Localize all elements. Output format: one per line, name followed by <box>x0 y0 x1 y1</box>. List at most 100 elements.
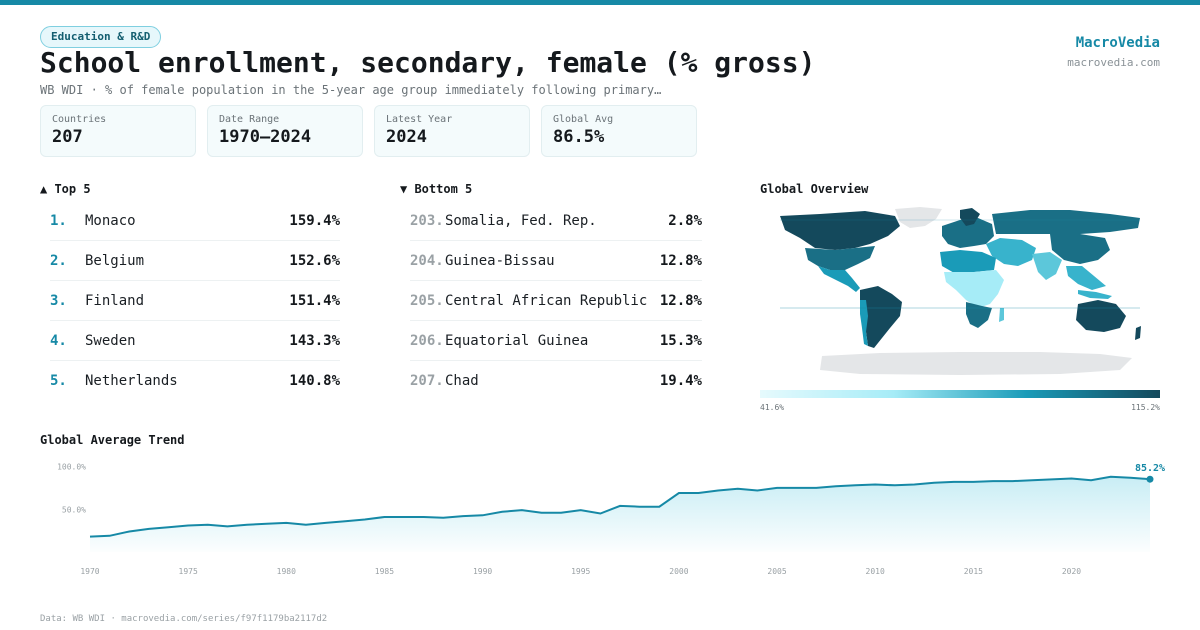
map-region-russia[interactable] <box>992 210 1140 234</box>
brand-logo[interactable]: MacroVedia <box>1075 35 1160 51</box>
country-name: Monaco <box>85 212 136 229</box>
map-region-antarctica[interactable] <box>820 352 1132 375</box>
stat-label: Latest Year <box>386 114 453 125</box>
stat-card-latest-year: Latest Year 2024 <box>374 105 530 157</box>
map-region-se-asia[interactable] <box>1066 266 1106 290</box>
rank-value: 19.4% <box>659 373 702 389</box>
map-legend-gradient <box>760 390 1160 398</box>
stat-value: 2024 <box>386 127 427 147</box>
trend-chart: 1970 1975 1980 1985 1990 1995 2000 2005 2010 2015… <box>40 452 1180 582</box>
x-tick-label: 1985 <box>375 567 394 576</box>
map-region-usa[interactable] <box>805 246 875 270</box>
map-region-middle-east[interactable] <box>986 238 1036 266</box>
map-region-greenland[interactable] <box>895 207 942 228</box>
map-region-subsaharan-africa[interactable] <box>944 270 1004 308</box>
world-map-svg <box>780 207 1141 375</box>
map-region-south-america[interactable] <box>860 286 902 348</box>
rank-number: 203. <box>410 212 444 229</box>
country-name: Sweden <box>85 332 136 349</box>
list-item[interactable]: 4. Sweden 143.3% <box>50 321 340 361</box>
map-legend-max: 115.2% <box>1131 403 1160 412</box>
list-item[interactable]: 205. Central African Republic 12.8% <box>410 281 702 321</box>
stat-label: Countries <box>52 114 107 125</box>
list-item[interactable]: 1. Monaco 159.4% <box>50 201 340 241</box>
stat-value: 207 <box>52 127 83 147</box>
rank-number: 1. <box>50 212 67 229</box>
list-item[interactable]: 204. Guinea-Bissau 12.8% <box>410 241 702 281</box>
list-item[interactable]: 206. Equatorial Guinea 15.3% <box>410 321 702 361</box>
brand-url[interactable]: macrovedia.com <box>1067 56 1160 69</box>
country-name: Guinea-Bissau <box>445 252 555 269</box>
list-item[interactable]: 203. Somalia, Fed. Rep. 2.8% <box>410 201 702 241</box>
trend-endpoint[interactable] <box>1146 475 1154 483</box>
list-item[interactable]: 5. Netherlands 140.8% <box>50 361 340 401</box>
rank-number: 3. <box>50 292 67 309</box>
rank-value: 140.8% <box>289 373 340 389</box>
country-name: Belgium <box>85 252 145 269</box>
stat-value: 1970–2024 <box>219 127 312 147</box>
stat-label: Global Avg <box>553 114 614 125</box>
map-region-australia[interactable] <box>1076 300 1126 332</box>
list-item[interactable]: 2. Belgium 152.6% <box>50 241 340 281</box>
stat-card-global-avg: Global Avg 86.5% <box>541 105 697 157</box>
map-region-europe[interactable] <box>942 218 994 248</box>
country-name: Equatorial Guinea <box>445 332 589 349</box>
trend-end-label: 85.2% <box>1135 463 1165 474</box>
country-name: Somalia, Fed. Rep. <box>445 212 597 229</box>
map-region-east-asia[interactable] <box>1050 234 1110 264</box>
top-accent-bar <box>0 0 1200 5</box>
rank-value: 152.6% <box>289 252 340 269</box>
map-region-andes[interactable] <box>860 300 868 346</box>
x-tick-label: 1980 <box>277 567 296 576</box>
x-tick-label: 1995 <box>571 567 590 576</box>
x-tick-label: 2005 <box>767 567 786 576</box>
map-region-north-africa[interactable] <box>940 250 996 274</box>
list-item[interactable]: 207. Chad 19.4% <box>410 361 702 401</box>
map-region-new-zealand[interactable] <box>1135 326 1141 340</box>
trend-line <box>89 475 1151 538</box>
map-region-south-asia[interactable] <box>1032 252 1062 280</box>
map-region-scandinavia[interactable] <box>960 208 980 226</box>
y-tick-label: 50.0% <box>62 505 86 514</box>
rank-value: 151.4% <box>289 292 340 309</box>
stat-value: 86.5% <box>553 127 605 147</box>
map-title: Global Overview <box>760 182 869 196</box>
world-map[interactable] <box>760 204 1160 386</box>
rank-value: 159.4% <box>289 212 340 229</box>
rank-number: 205. <box>410 292 444 309</box>
country-name: Finland <box>85 292 145 309</box>
map-region-canada[interactable] <box>780 211 900 250</box>
country-name: Chad <box>445 373 479 389</box>
category-badge[interactable]: Education & R&D <box>40 26 162 48</box>
top5-list: 1. Monaco 159.4% 2. Belgium 152.6% 3. Fi… <box>50 201 340 401</box>
rank-number: 5. <box>50 373 67 389</box>
bottom5-list: 203. Somalia, Fed. Rep. 2.8% 204. Guinea… <box>410 201 702 401</box>
country-name: Netherlands <box>85 373 178 389</box>
country-name: Central African Republic <box>445 292 648 309</box>
y-tick-label: 100.0% <box>57 463 86 472</box>
map-region-indonesia[interactable] <box>1078 290 1112 299</box>
list-item[interactable]: 3. Finland 151.4% <box>50 281 340 321</box>
rank-number: 4. <box>50 332 67 349</box>
rank-number: 204. <box>410 252 444 269</box>
footer-source[interactable]: Data: WB WDI · macrovedia.com/series/f97… <box>40 614 328 624</box>
x-tick-label: 1990 <box>473 567 492 576</box>
map-region-southern-africa[interactable] <box>966 302 992 328</box>
map-region-madagascar[interactable] <box>999 308 1004 322</box>
map-region-mexico[interactable] <box>818 266 860 292</box>
x-tick-label: 2000 <box>669 567 688 576</box>
rank-value: 12.8% <box>659 252 702 269</box>
rank-number: 2. <box>50 252 67 269</box>
stat-label: Date Range <box>219 114 280 125</box>
bottom5-title: ▼ Bottom 5 <box>400 182 473 196</box>
rank-value: 12.8% <box>659 292 702 309</box>
rank-value: 15.3% <box>659 332 702 349</box>
x-tick-label: 1975 <box>179 567 198 576</box>
trend-title: Global Average Trend <box>40 433 185 447</box>
x-tick-label: 1970 <box>80 567 99 576</box>
x-tick-label: 2010 <box>866 567 885 576</box>
x-tick-label: 2015 <box>964 567 983 576</box>
rank-number: 206. <box>410 332 444 349</box>
stat-card-date-range: Date Range 1970–2024 <box>207 105 363 157</box>
page-title: School enrollment, secondary, female (% … <box>40 46 816 79</box>
